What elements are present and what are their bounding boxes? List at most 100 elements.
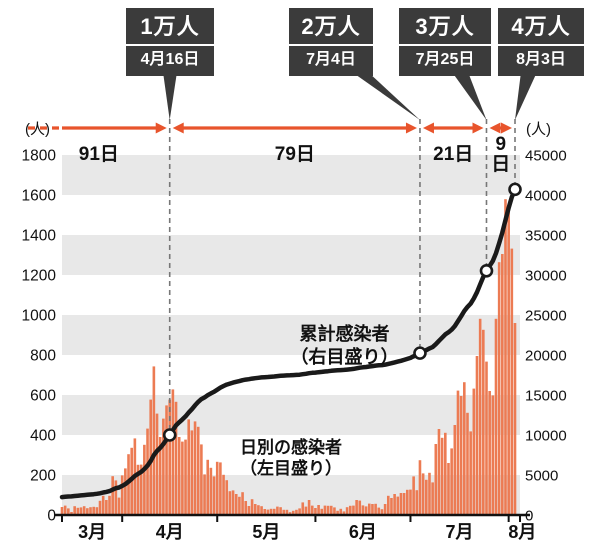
daily-bar bbox=[234, 494, 238, 515]
daily-bar bbox=[108, 495, 111, 515]
daily-bar bbox=[371, 504, 374, 515]
daily-bar bbox=[209, 467, 213, 515]
daily-bar bbox=[70, 512, 73, 515]
y-axis-left-label: 1000 bbox=[22, 308, 57, 325]
daily-bar bbox=[269, 508, 273, 515]
y-axis-right-label: 25000 bbox=[525, 308, 567, 325]
daily-bar bbox=[383, 504, 387, 515]
daily-bar bbox=[241, 492, 244, 515]
daily-bar bbox=[266, 509, 270, 515]
daily-bar bbox=[415, 490, 419, 515]
milestone-callout-30k: 3万人 7月25日 bbox=[399, 8, 491, 76]
daily-bar bbox=[162, 418, 165, 515]
daily-bar bbox=[320, 508, 324, 515]
daily-bar bbox=[488, 391, 491, 515]
daily-bar bbox=[513, 323, 517, 515]
daily-bar bbox=[136, 464, 140, 515]
daily-bar bbox=[196, 426, 200, 515]
daily-bar bbox=[272, 508, 276, 515]
daily-bar bbox=[440, 437, 444, 515]
daily-bar bbox=[428, 472, 431, 515]
milestone-date-label: 4月16日 bbox=[126, 44, 214, 76]
daily-bar bbox=[257, 505, 260, 515]
daily-bar bbox=[73, 506, 76, 515]
daily-bar bbox=[361, 505, 365, 515]
daily-bar bbox=[168, 399, 172, 515]
y-axis-right-unit: (人) bbox=[526, 121, 551, 138]
daily-bar bbox=[485, 361, 488, 515]
daily-bar bbox=[82, 506, 86, 515]
daily-bar bbox=[247, 506, 251, 515]
daily-bar bbox=[63, 505, 67, 515]
daily-bar bbox=[301, 502, 305, 515]
y-axis-right-label: 10000 bbox=[525, 428, 567, 445]
daily-bar bbox=[79, 507, 83, 515]
timeline-interval-label: 21日 bbox=[433, 144, 473, 165]
daily-bar bbox=[402, 493, 406, 515]
x-axis-month-label: 4月 bbox=[156, 522, 184, 542]
grid-band bbox=[62, 395, 520, 435]
grid-band bbox=[62, 195, 520, 235]
daily-bar bbox=[393, 494, 396, 515]
daily-bar bbox=[279, 507, 282, 515]
y-axis-right-label: 5000 bbox=[525, 468, 558, 485]
daily-bar bbox=[238, 496, 241, 515]
daily-bar bbox=[396, 496, 400, 515]
daily-bar bbox=[165, 405, 168, 515]
daily-bar bbox=[206, 459, 210, 515]
y-axis-left-label: 1400 bbox=[22, 228, 57, 245]
y-axis-left-label: 800 bbox=[30, 348, 56, 365]
daily-bar bbox=[463, 382, 466, 515]
daily-bar bbox=[187, 419, 191, 515]
milestone-date-label: 7月25日 bbox=[399, 44, 491, 76]
daily-bar bbox=[342, 511, 346, 515]
daily-bar bbox=[95, 507, 99, 515]
timeline-arrowhead bbox=[489, 122, 501, 134]
daily-bar bbox=[225, 480, 229, 515]
timeline-arrowhead bbox=[422, 122, 434, 134]
daily-bar bbox=[459, 396, 463, 515]
daily-bar bbox=[348, 505, 352, 515]
timeline-arrowhead bbox=[405, 122, 417, 134]
milestone-value-label: 3万人 bbox=[415, 14, 475, 39]
daily-bar bbox=[181, 441, 184, 515]
daily-bar bbox=[158, 437, 162, 515]
daily-bar bbox=[510, 248, 514, 515]
milestone-date-label: 7月4日 bbox=[289, 44, 373, 76]
y-axis-left-unit: (人) bbox=[25, 121, 50, 138]
daily-bar bbox=[355, 500, 358, 515]
cumulative-line bbox=[59, 187, 518, 500]
callout-pointer bbox=[452, 72, 487, 120]
daily-bar bbox=[364, 506, 368, 515]
daily-bar bbox=[478, 318, 482, 515]
y-axis-right-label: 35000 bbox=[525, 228, 567, 245]
daily-bar bbox=[447, 463, 450, 515]
daily-bar bbox=[314, 508, 317, 515]
daily-bar bbox=[367, 503, 371, 515]
timeline-interval-label: 91日 bbox=[79, 144, 119, 165]
daily-bar bbox=[193, 421, 197, 515]
x-axis-month-label: 6月 bbox=[349, 522, 377, 542]
daily-bar bbox=[482, 329, 485, 515]
daily-bar bbox=[146, 428, 149, 515]
daily-bar bbox=[60, 507, 64, 515]
daily-bar bbox=[184, 439, 187, 515]
milestone-marker bbox=[162, 428, 177, 442]
grid-band bbox=[62, 155, 520, 195]
daily-bar bbox=[111, 476, 114, 515]
y-axis-left-label: 1600 bbox=[22, 188, 57, 205]
daily-bar bbox=[437, 429, 441, 515]
daily-bar bbox=[390, 498, 393, 515]
daily-bar bbox=[405, 489, 409, 515]
y-axis-left-label: 200 bbox=[30, 468, 56, 485]
milestone-callout-20k: 2万人 7月4日 bbox=[289, 8, 373, 76]
daily-bar bbox=[155, 413, 159, 515]
milestone-callout-40k: 4万人 8月3日 bbox=[498, 8, 584, 76]
daily-bar bbox=[450, 448, 453, 515]
milestone-value-label: 4万人 bbox=[511, 14, 571, 39]
daily-bar bbox=[291, 510, 295, 515]
daily-bar bbox=[377, 507, 381, 515]
daily-bar bbox=[310, 505, 314, 515]
